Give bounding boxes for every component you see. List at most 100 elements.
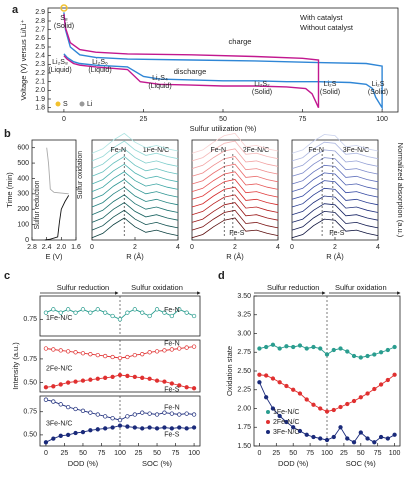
x-tick-label: 75 [299, 116, 307, 123]
x-tick-label: 0 [62, 116, 66, 123]
x-tick-label: 0 [190, 244, 194, 251]
data-point [117, 423, 123, 428]
data-point [140, 352, 145, 357]
data-point [177, 383, 182, 388]
spectrum [91, 202, 179, 223]
data-point [184, 426, 189, 431]
subplot-title: 2Fe-N/C [243, 147, 269, 154]
data-point [277, 346, 282, 351]
x-tick-label: 75 [374, 450, 382, 457]
data-point [378, 350, 384, 355]
data-point [80, 351, 86, 356]
x-tick-label: 100 [114, 450, 126, 457]
data-point [88, 377, 93, 382]
data-point [270, 376, 276, 381]
data-point [51, 307, 56, 312]
data-point [297, 391, 303, 396]
y-tick-label: 0.75 [23, 356, 37, 363]
data-point [297, 343, 303, 348]
data-point [392, 432, 397, 437]
data-point [88, 352, 93, 357]
x-tick-label: 2.4 [42, 244, 52, 251]
series-line [63, 12, 383, 111]
spectrum [291, 195, 379, 216]
data-point [162, 310, 167, 315]
data-point [291, 425, 296, 430]
species-label: Li₂S [324, 81, 337, 88]
data-point [65, 349, 71, 354]
marker-label: Fe-S [329, 230, 345, 237]
y-tick-label: 1.9 [35, 96, 45, 103]
x-tick-label: 0 [90, 244, 94, 251]
x-tick-label: 50 [357, 450, 365, 457]
y-tick-label: 2.8 [35, 18, 45, 25]
plot-frame [31, 139, 77, 241]
data-point [385, 347, 390, 353]
species-label: (Solid) [54, 23, 74, 30]
data-point [378, 434, 384, 440]
data-point [110, 374, 115, 380]
data-point [358, 430, 363, 435]
y-tick-label: 3.25 [237, 312, 251, 319]
spectrum [191, 163, 279, 185]
data-point [358, 395, 363, 400]
data-point [318, 406, 323, 411]
spectrum [91, 209, 179, 231]
data-point [284, 383, 289, 389]
data-point [304, 432, 309, 437]
data-point [103, 426, 108, 431]
data-point [117, 355, 123, 361]
data-point [177, 412, 182, 417]
data-point [177, 425, 182, 430]
x-tick-label: 100 [376, 116, 388, 123]
legend-entry: With catalyst [300, 13, 343, 22]
species-label: (Liquid) [148, 83, 171, 90]
x-tick-label: 50 [153, 450, 161, 457]
data-point [103, 353, 108, 359]
subplot-title: 1Fe-N/C [46, 315, 72, 322]
data-point [162, 425, 167, 430]
data-point [311, 344, 316, 350]
data-point [154, 307, 160, 312]
data-point [277, 413, 282, 419]
species-label: (Solid) [368, 89, 388, 96]
data-point [331, 407, 336, 413]
data-point [257, 346, 262, 351]
data-point [65, 404, 71, 410]
data-point [125, 414, 130, 419]
data-point [117, 317, 123, 322]
key-dot [55, 101, 61, 107]
data-point [365, 353, 370, 359]
data-point [110, 425, 115, 430]
spectrum [291, 218, 379, 239]
species-label: Li₂S₄ [152, 75, 168, 82]
data-point [103, 414, 108, 419]
data-point [80, 307, 86, 312]
data-point [331, 347, 336, 353]
x-axis-label: DOD (%) [68, 459, 99, 468]
data-point [191, 412, 197, 417]
data-point [284, 344, 289, 349]
data-point [351, 440, 357, 445]
species-label: Li₂S₈ [52, 59, 68, 66]
x-tick-label: 100 [321, 450, 333, 457]
y-tick-label: 1.8 [35, 105, 45, 112]
data-point [304, 397, 309, 402]
data-point [351, 353, 357, 359]
data-point [257, 380, 262, 385]
species-label: Li₂S₆ [92, 59, 108, 66]
data-point [345, 349, 350, 354]
data-point [331, 434, 336, 440]
key-label: Li [87, 101, 93, 108]
data-point [58, 382, 63, 387]
legend-entry: 3Fe-N/C [273, 429, 299, 436]
x-axis-label: R (Å) [226, 252, 244, 261]
species-label: (Solid) [252, 89, 272, 96]
y-tick-label: 2.2 [35, 70, 45, 77]
data-point [117, 372, 123, 378]
x-tick-label: 2.0 [56, 244, 66, 251]
data-point [117, 417, 123, 423]
molecule [60, 4, 68, 12]
data-point [51, 347, 56, 352]
curve-label: charge [229, 37, 252, 46]
